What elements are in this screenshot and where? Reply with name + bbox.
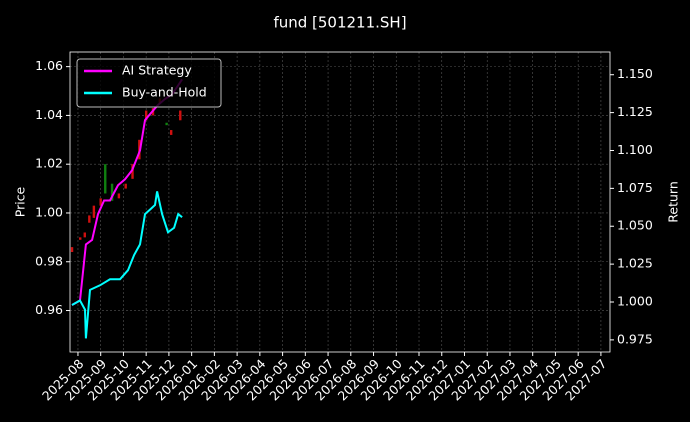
candle-body <box>165 122 168 126</box>
legend-box <box>76 58 222 108</box>
y2-axis-label: Return <box>666 181 681 222</box>
chart-title: fund [501211.SH] <box>273 14 406 32</box>
candle-body <box>99 198 102 206</box>
candle-body <box>169 130 173 135</box>
candle-body <box>117 193 121 199</box>
candle-body <box>110 183 114 201</box>
y2-tick-label: 1.100 <box>617 142 653 157</box>
candle-body <box>124 183 127 189</box>
y2-tick-label: 1.075 <box>617 180 653 195</box>
y2-tick-label: 1.125 <box>617 104 653 119</box>
candle-body <box>88 215 91 223</box>
legend-label: AI Strategy <box>122 63 192 78</box>
y-tick-label: 1.06 <box>35 58 63 73</box>
legend-label: Buy-and-Hold <box>122 85 207 100</box>
candle-body <box>131 164 134 179</box>
candle-body <box>92 205 96 218</box>
y2-tick-label: 1.025 <box>617 256 653 271</box>
y-tick-label: 1.04 <box>35 107 63 122</box>
candle-body <box>144 110 148 121</box>
plot-frame <box>69 51 611 353</box>
y2-tick-label: 1.150 <box>617 66 653 81</box>
y2-tick-label: 1.050 <box>617 218 653 233</box>
y2-tick-label: 0.975 <box>617 331 653 346</box>
y2-tick-label: 1.000 <box>617 294 653 309</box>
y-axis-label: Price <box>13 186 28 217</box>
candle-body <box>83 232 86 238</box>
y-tick-label: 0.98 <box>35 253 63 268</box>
candle-body <box>70 247 74 252</box>
y-tick-label: 1.00 <box>35 204 63 219</box>
candle-body <box>179 110 182 121</box>
y-tick-label: 1.02 <box>35 156 63 171</box>
y-tick-label: 0.96 <box>35 302 63 317</box>
legend: AI Strategy Buy-and-Hold <box>76 58 222 108</box>
candle-body <box>79 237 82 240</box>
series-line <box>71 191 183 339</box>
candle-body <box>104 164 107 194</box>
